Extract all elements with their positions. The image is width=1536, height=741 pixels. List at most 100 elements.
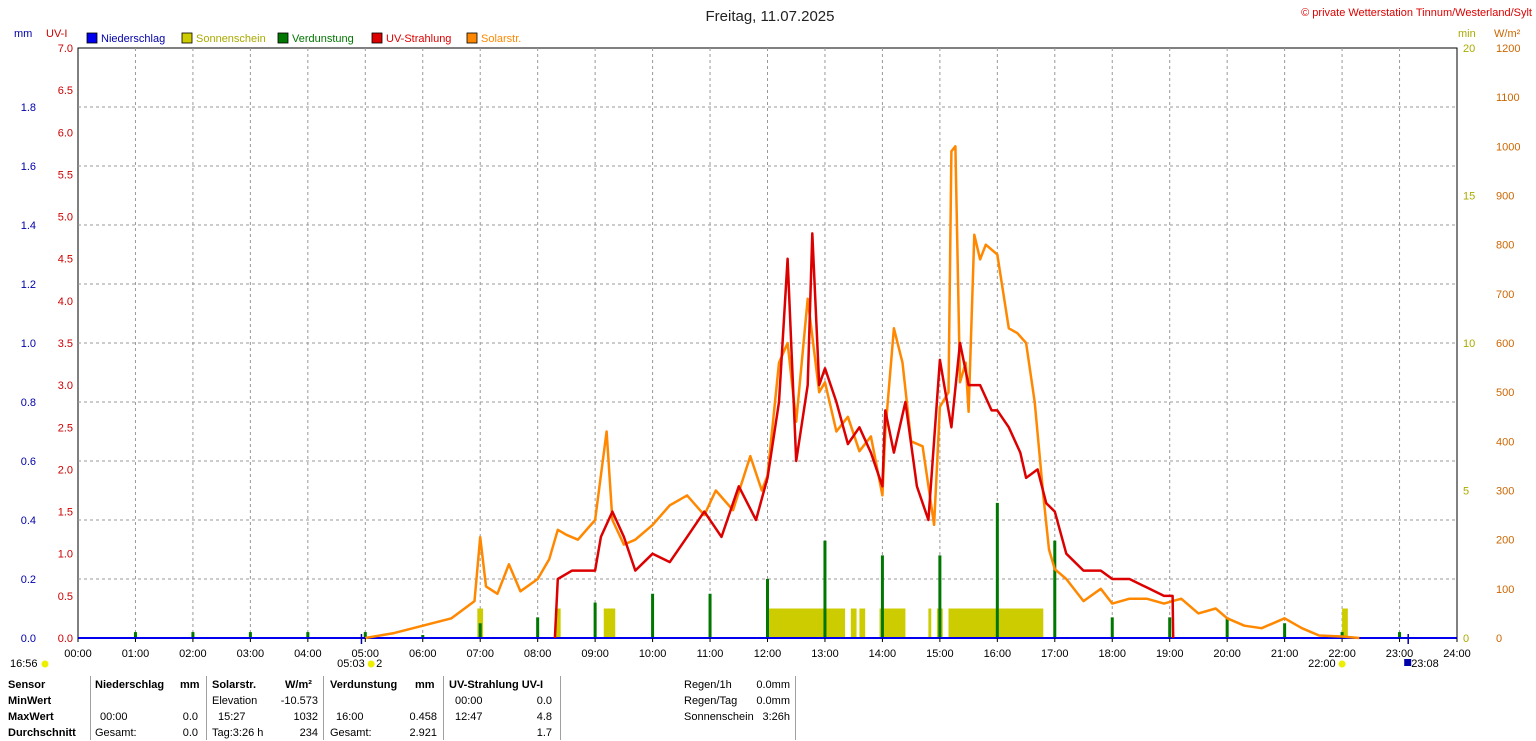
maxwert-solar-time: 15:27 xyxy=(218,711,246,723)
legend-swatch xyxy=(466,32,478,44)
x-tick-label: 11:00 xyxy=(697,648,724,660)
x-tick-label: 01:00 xyxy=(122,648,150,660)
header-verdunstung: Verdunstung xyxy=(330,679,398,691)
x-tick-label: 00:00 xyxy=(64,648,92,660)
summary-regen-1h-label: Regen/1h xyxy=(684,679,732,691)
mm-tick-label: 1.4 xyxy=(21,220,36,232)
uv-tick-label: 5.0 xyxy=(58,212,73,224)
uv-tick-label: 1.5 xyxy=(58,507,73,519)
uv-tick-label: 3.0 xyxy=(58,380,73,392)
verdunstung-bar xyxy=(536,617,540,638)
wm2-tick-label: 200 xyxy=(1496,535,1514,547)
x-tick-label: 20:00 xyxy=(1213,648,1241,660)
legend-label: UV-Strahlung xyxy=(386,33,451,45)
weather-chart: 00:00 01:00 02:00 03:00 04:00 05:00 06:00 07:00… xyxy=(10,7,1532,670)
wm2-tick-label: 300 xyxy=(1496,486,1514,498)
mm-tick-label: 0.0 xyxy=(21,633,36,645)
minwert-solar-value: -10.573 xyxy=(280,695,318,707)
wm2-tick-label: 100 xyxy=(1496,584,1514,596)
durchschnitt-niederschlag-label: Gesamt: xyxy=(95,727,137,739)
sonnenschein-bar xyxy=(850,608,857,638)
x-tick-label: 02:00 xyxy=(179,648,207,660)
verdunstung-bar xyxy=(133,632,137,638)
wm2-tick-label: 400 xyxy=(1496,436,1514,448)
wm2-tick-label: 1000 xyxy=(1496,141,1520,153)
axis-label-uv: UV-I xyxy=(46,28,67,40)
mm-tick-label: 1.8 xyxy=(21,102,36,114)
verdunstung-bar xyxy=(708,593,712,638)
wm2-tick-label: 600 xyxy=(1496,338,1514,350)
row-label-maxwert: MaxWert xyxy=(8,711,54,723)
sonnenschein-bar xyxy=(928,608,932,638)
x-tick-label: 19:00 xyxy=(1156,648,1184,660)
min-tick-label: 10 xyxy=(1463,338,1475,350)
wm2-tick-label: 1200 xyxy=(1496,43,1520,55)
durchschnitt-niederschlag-value: 0.0 xyxy=(182,727,198,739)
legend-swatch xyxy=(371,32,383,44)
verdunstung-bar xyxy=(306,632,310,638)
x-tick-label: 10:00 xyxy=(639,648,667,660)
header-niederschlag-unit: mm xyxy=(180,679,200,691)
durchschnitt-verdunstung-label: Gesamt: xyxy=(330,727,372,739)
uv-tick-label: 4.5 xyxy=(58,254,73,266)
header-verdunstung-unit: mm xyxy=(415,679,435,691)
verdunstung-bar xyxy=(823,540,827,638)
durchschnitt-verdunstung-value: 2.921 xyxy=(409,727,437,739)
mm-tick-label: 0.2 xyxy=(21,574,36,586)
verdunstung-bar xyxy=(363,632,367,638)
sunset-icon xyxy=(1338,660,1346,668)
wm2-tick-label: 500 xyxy=(1496,387,1514,399)
legend-swatch xyxy=(277,32,289,44)
uv-tick-label: 0.0 xyxy=(58,633,73,645)
header-sensor: Sensor xyxy=(8,679,46,691)
x-tick-label: 03:00 xyxy=(237,648,265,660)
event-sunset: 22:00 xyxy=(1308,658,1336,670)
verdunstung-bar xyxy=(651,593,655,638)
uv-tick-label: 6.5 xyxy=(58,85,73,97)
mm-tick-label: 1.2 xyxy=(21,279,36,291)
sonnenschein-bar xyxy=(554,608,561,638)
legend-swatch xyxy=(86,32,98,44)
x-tick-label: 06:00 xyxy=(409,648,437,660)
axis-label-mm: mm xyxy=(14,28,32,40)
verdunstung-bar xyxy=(880,555,884,638)
summary-regen-tag-label: Regen/Tag xyxy=(684,695,738,707)
x-tick-label: 15:00 xyxy=(926,648,954,660)
min-tick-label: 20 xyxy=(1463,43,1475,55)
x-tick-label: 23:00 xyxy=(1386,648,1414,660)
uv-tick-label: 2.0 xyxy=(58,464,73,476)
wm2-tick-label: 900 xyxy=(1496,191,1514,203)
durchschnitt-solar-label: Tag:3:26 h xyxy=(212,727,264,739)
maxwert-uv-time: 12:47 xyxy=(455,711,483,723)
summary-regen-tag-value: 0.0mm xyxy=(756,695,790,707)
verdunstung-bar xyxy=(766,579,769,638)
summary-sonnenschein-value: 3:26h xyxy=(762,711,790,723)
maxwert-niederschlag-time: 00:00 xyxy=(100,711,128,723)
sonnenschein-bar xyxy=(859,608,866,638)
verdunstung-bar xyxy=(995,502,999,638)
header-solar-unit: W/m² xyxy=(285,679,312,691)
x-tick-label: 17:00 xyxy=(1041,648,1069,660)
sun-events: 16:56 05:03 2 22:00 23:08 xyxy=(10,634,1439,670)
mm-tick-label: 1.0 xyxy=(21,338,36,350)
x-tick-label: 14:00 xyxy=(869,648,897,660)
x-tick-label: 13:00 xyxy=(811,648,839,660)
row-label-minwert: MinWert xyxy=(8,695,52,707)
legend-label: Verdunstung xyxy=(292,33,354,45)
verdunstung-bar xyxy=(478,623,482,638)
verdunstung-bar xyxy=(1283,623,1287,638)
uv-tick-label: 3.5 xyxy=(58,338,73,350)
maxwert-verdunstung-time: 16:00 xyxy=(336,711,364,723)
verdunstung-bars xyxy=(133,502,1402,638)
legend-label: Niederschlag xyxy=(101,33,165,45)
verdunstung-bar xyxy=(593,602,597,638)
min-tick-label: 5 xyxy=(1463,486,1469,498)
mm-tick-label: 0.6 xyxy=(21,456,36,468)
uv-strahlung-line xyxy=(553,232,1175,639)
x-tick-label: 09:00 xyxy=(581,648,609,660)
min-tick-label: 0 xyxy=(1463,633,1469,645)
mm-tick-label: 1.6 xyxy=(21,161,36,173)
uv-tick-label: 4.0 xyxy=(58,296,73,308)
verdunstung-bar xyxy=(938,555,942,638)
x-tick-label: 04:00 xyxy=(294,648,322,660)
